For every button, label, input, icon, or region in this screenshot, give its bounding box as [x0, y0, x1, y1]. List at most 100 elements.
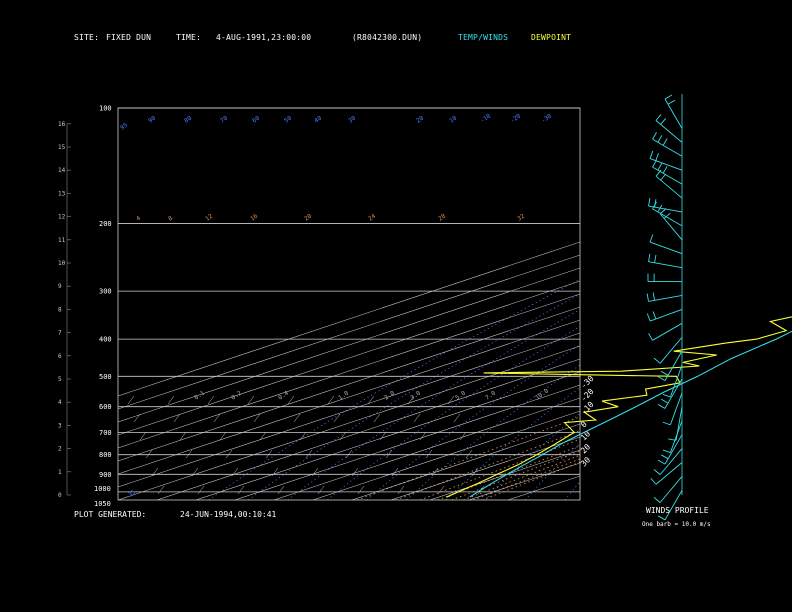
wind-barb-flag: [660, 118, 667, 125]
moist-adiabat-dash: [213, 413, 221, 423]
wind-barb-flag: [652, 201, 657, 210]
height-tick-label: 1: [58, 469, 62, 476]
isotherm-line: [273, 397, 580, 500]
wind-barb-flag: [650, 477, 657, 485]
wind-barb-staff: [664, 490, 683, 521]
wind-barb-flag: [649, 234, 654, 243]
dry-adiabat-label: -20: [509, 112, 522, 124]
wind-barb-flag: [667, 99, 676, 105]
wind-barb-flag: [654, 254, 657, 263]
pressure-tick-label: 700: [99, 429, 112, 437]
mixing-ratio-label: 24: [367, 213, 377, 223]
wind-barb-flag: [659, 208, 667, 215]
dry-adiabat-line: [248, 293, 580, 500]
mixing-ratio-line: [451, 450, 580, 500]
height-tick-label: 5: [58, 376, 62, 383]
dry-adiabat-line: [208, 278, 580, 500]
dewpoint-legend: DEWPOINT: [531, 33, 572, 42]
moist-adiabat-dash: [379, 431, 387, 441]
moist-adiabat-dash: [127, 395, 135, 405]
dry-adiabat-line: [366, 344, 580, 500]
wind-barb-staff: [669, 420, 683, 453]
pressure-tick-label: 300: [99, 288, 112, 296]
height-tick-label: 14: [58, 167, 66, 174]
dry-adiabat-label: 70: [219, 115, 229, 125]
moist-adiabat-dash: [207, 395, 215, 405]
mixing-ratio-lower-label: 10.0: [534, 387, 550, 401]
moist-adiabat-dash: [351, 467, 359, 477]
moist-adiabat-dash: [299, 431, 307, 441]
moist-adiabat-dash: [197, 485, 205, 495]
pressure-tick-label: 600: [99, 403, 112, 411]
dry-adiabat-label: 40: [313, 115, 323, 125]
mixing-ratio-line: [463, 454, 580, 500]
dry-adiabat-line: [524, 443, 580, 500]
site-label: SITE:: [74, 33, 100, 42]
wind-barb-flag: [648, 253, 651, 262]
wind-barb-flag: [664, 94, 673, 100]
mixing-ratio-label: 32: [516, 213, 526, 223]
wind-barb-flag: [657, 204, 663, 213]
dry-adiabat-label: 60: [251, 115, 261, 125]
isotherm-line: [118, 319, 580, 475]
pressure-tick-label: 1050: [94, 500, 111, 508]
mixing-ratio-line: [395, 430, 580, 500]
moist-adiabat-dash: [287, 395, 295, 405]
mixing-ratio-label: 12: [204, 213, 214, 223]
file-name: (R8042300.DUN): [352, 33, 423, 42]
wind-barb-staff: [649, 241, 683, 255]
wind-barb-flag: [657, 163, 663, 171]
moist-adiabat-dash: [145, 449, 153, 459]
moist-adiabat-dash: [271, 467, 279, 477]
isotherm-line: [118, 254, 580, 410]
dry-adiabat-label: 50: [283, 115, 293, 125]
wind-barb-flag: [657, 404, 666, 409]
mixing-ratio-label: 20: [303, 213, 313, 223]
wind-barb-staff: [649, 158, 683, 171]
moist-adiabat-dash: [333, 413, 341, 423]
wind-barb-flag: [657, 459, 666, 465]
time-value: 4-AUG-1991,23:00:00: [216, 33, 312, 42]
isotherm-label: 0: [579, 420, 589, 430]
dry-adiabat-line: [683, 108, 792, 500]
isotherm-line: [234, 384, 580, 500]
isotherm-line: [118, 293, 580, 449]
moist-adiabat-dash: [397, 485, 405, 495]
wind-barb-staff: [659, 476, 683, 503]
wind-barb-flag: [662, 393, 671, 398]
site-value: FIXED DUN: [106, 33, 152, 42]
pressure-tick-label: 100: [99, 105, 112, 113]
isotherm-line: [312, 410, 580, 500]
mixing-ratio-line: [437, 445, 580, 500]
dewpoint-profile: [446, 316, 792, 498]
wind-barb-flag: [662, 166, 668, 174]
moist-adiabat-dash: [367, 395, 375, 405]
dry-adiabat-line: [604, 108, 792, 500]
wind-barb-flag: [660, 173, 667, 181]
pressure-tick-label: 500: [99, 373, 112, 381]
isotherm-label: 30: [579, 455, 592, 468]
isotherm-line: [468, 462, 580, 500]
wind-barb-flag: [646, 293, 649, 302]
height-tick-label: 8: [58, 306, 62, 313]
moist-adiabat-dash: [259, 431, 267, 441]
moist-adiabat-dash: [447, 395, 455, 405]
moist-adiabat-dash: [293, 413, 301, 423]
moist-adiabat-dash: [311, 467, 319, 477]
isotherm-line: [118, 306, 580, 462]
moist-adiabat-dash: [413, 413, 421, 423]
dry-adiabat-label: 30: [347, 115, 357, 125]
height-tick-label: 0: [58, 492, 62, 499]
dry-adiabat-label: -30: [540, 112, 553, 124]
mixing-ratio-label: 28: [437, 213, 447, 223]
mixing-ratio-line: [473, 458, 580, 500]
wind-barb-flag: [662, 449, 671, 454]
mixing-ratio-label: 4: [135, 215, 142, 223]
wind-barb-flag: [655, 169, 662, 177]
moist-adiabat-dash: [225, 449, 233, 459]
dry-adiabat-label: 10: [448, 115, 458, 125]
moist-adiabat-dash: [173, 413, 181, 423]
height-tick-label: 13: [58, 190, 66, 197]
height-tick-label: 9: [58, 283, 62, 290]
mixing-ratio-lower-label: 5.0: [454, 389, 467, 401]
